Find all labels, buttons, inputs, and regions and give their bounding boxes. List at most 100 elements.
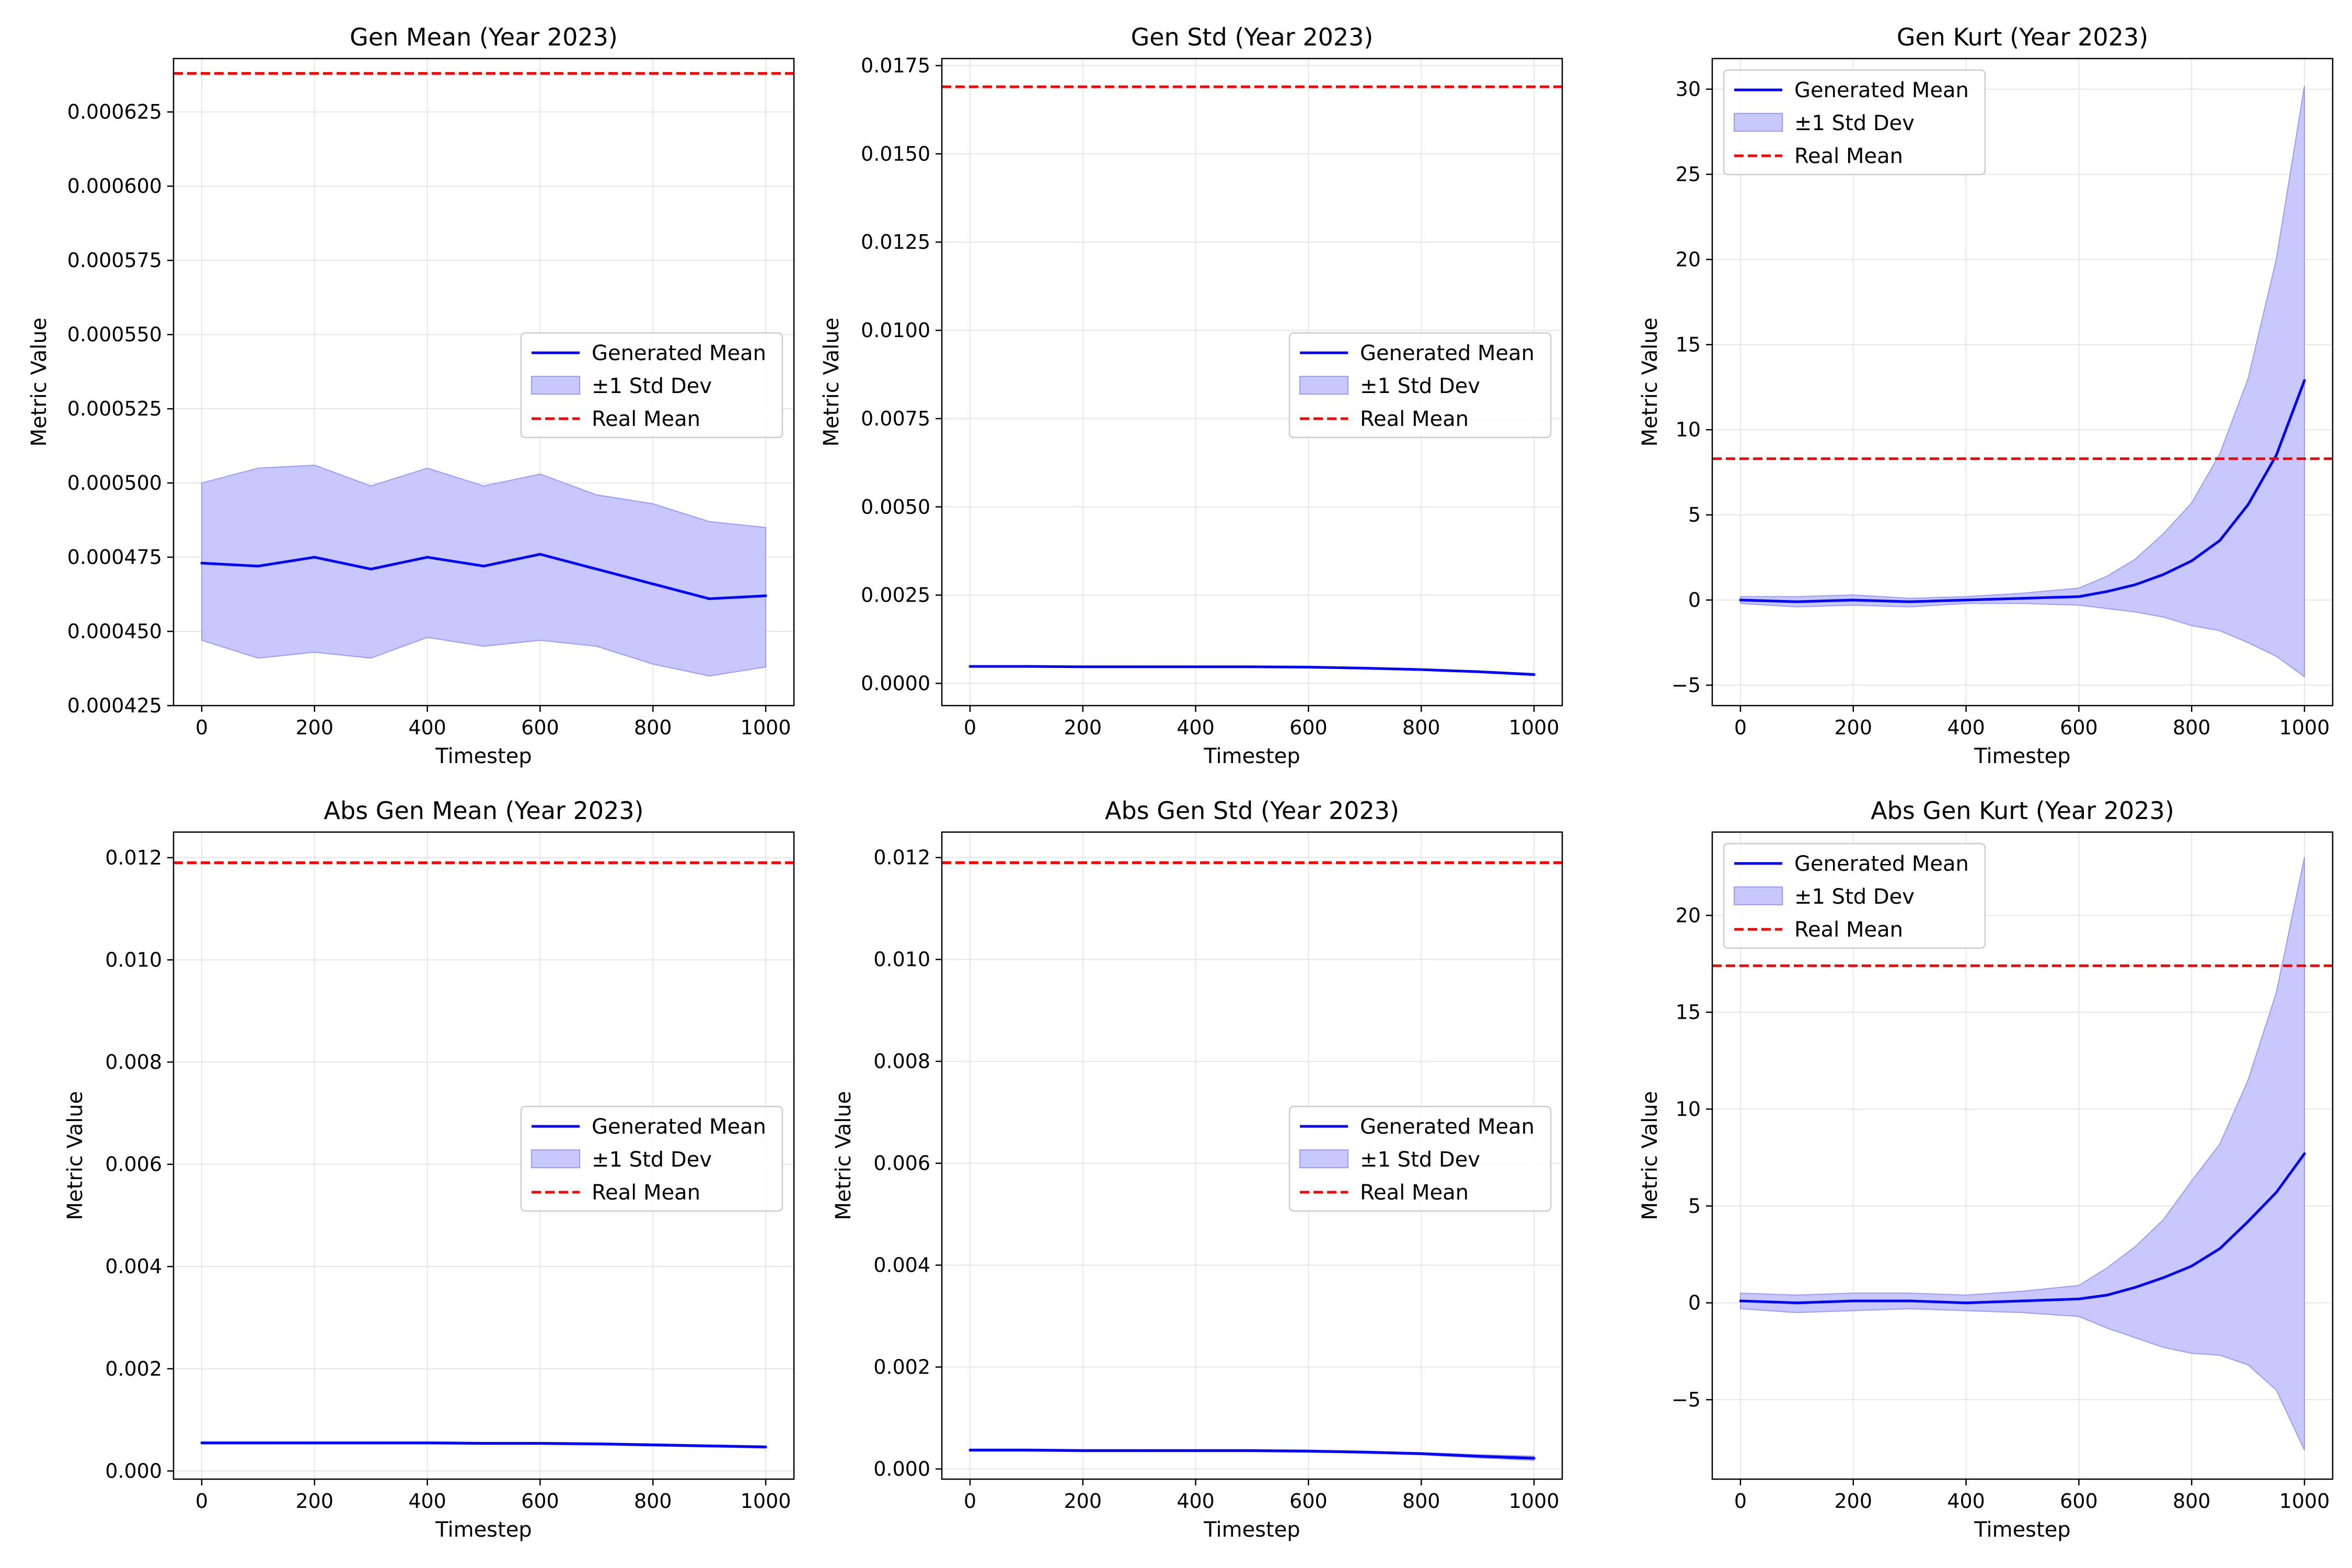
legend: Generated Mean ±1 Std Dev Real Mean	[1723, 69, 1986, 176]
legend-entry: Real Mean	[1360, 1181, 1469, 1205]
y-tick-label: 0.000450	[67, 620, 162, 643]
generated-mean-point	[2246, 503, 2250, 506]
generated-mean-point	[1532, 673, 1536, 676]
generated-mean-point	[313, 1442, 316, 1445]
generated-mean-point	[538, 552, 541, 556]
generated-mean-point	[708, 597, 711, 601]
generated-mean-point	[2218, 539, 2221, 542]
x-tick-label: 0	[195, 1490, 208, 1513]
generated-mean-point	[1476, 1455, 1479, 1458]
chart-title: Abs Gen Kurt (Year 2023)	[1871, 797, 2174, 825]
y-tick-label: 5	[1688, 503, 1701, 526]
legend: Generated Mean ±1 Std Dev Real Mean	[1723, 843, 1986, 949]
generated-mean-point	[257, 1442, 260, 1445]
generated-mean-point	[370, 568, 373, 571]
y-tick-label: 0.0125	[861, 230, 930, 253]
generated-mean-point	[1420, 1452, 1423, 1455]
generated-mean-point	[2275, 1191, 2278, 1194]
x-axis-label: Timestep	[435, 744, 532, 768]
x-tick-label: 400	[1947, 716, 1985, 739]
x-tick-label: 400	[408, 1490, 446, 1513]
subplot-6: 0 200 400 600 800 1000 −5 0 5 10 15 20 Abs Gen Kurt …	[1638, 797, 2334, 1542]
y-tick-label: 0	[1688, 1292, 1701, 1315]
legend: Generated Mean ±1 Std Dev Real Mean	[1288, 1105, 1552, 1212]
generated-mean-point	[2246, 1220, 2250, 1223]
y-tick-label: 15	[1676, 1001, 1701, 1024]
generated-mean-point	[595, 568, 598, 571]
axes-frame	[941, 831, 1563, 1480]
legend-box	[1723, 69, 1986, 176]
chart-title: Abs Gen Mean (Year 2023)	[324, 797, 644, 825]
generated-mean-point	[2105, 590, 2108, 593]
subplot-3: 0 200 400 600 800 1000 −5 0 5 10 15 20 25 30 Gen Kurt …	[1638, 23, 2334, 768]
legend: Generated Mean ±1 Std Dev Real Mean	[520, 1105, 783, 1212]
x-tick-label: 0	[964, 716, 976, 739]
legend-entry: Generated Mean	[1794, 852, 1969, 876]
y-tick-label: 0.000600	[67, 175, 162, 198]
x-tick-label: 600	[2060, 716, 2098, 739]
y-tick-label: 0.0150	[861, 142, 930, 165]
generated-mean-point	[2303, 379, 2306, 382]
y-tick-label: −5	[1671, 674, 1701, 697]
legend-entry: Real Mean	[592, 407, 700, 431]
x-tick-label: 200	[296, 1490, 334, 1513]
generated-mean-point	[764, 594, 767, 597]
y-axis-label: Metric Value	[820, 318, 844, 447]
generated-mean-point	[200, 561, 203, 564]
x-tick-label: 200	[1064, 716, 1102, 739]
x-tick-label: 400	[1947, 1490, 1985, 1513]
chart-title: Abs Gen Std (Year 2023)	[1105, 797, 1399, 825]
x-tick-label: 200	[296, 716, 334, 739]
x-tick-label: 600	[521, 1490, 559, 1513]
x-tick-label: 0	[1734, 716, 1747, 739]
subplot-5: 0 200 400 600 800 1000 0.000 0.002 0.004 0.006 0.0…	[832, 797, 1563, 1542]
chart-title: Gen Kurt (Year 2023)	[1897, 23, 2148, 51]
y-tick-label: 0.002	[873, 1356, 930, 1379]
generated-mean-point	[2105, 1294, 2108, 1297]
y-tick-label: 0.0075	[861, 407, 930, 430]
y-tick-label: 0.0000	[861, 672, 930, 695]
x-tick-label: 1000	[1509, 716, 1560, 739]
legend-entry: ±1 Std Dev	[1360, 374, 1480, 398]
legend-band-swatch	[1299, 376, 1348, 395]
generated-mean-point	[1025, 1448, 1028, 1451]
y-tick-label: 0.000	[873, 1458, 930, 1481]
generated-mean-point	[2021, 1299, 2024, 1302]
x-tick-label: 600	[1289, 1490, 1328, 1513]
x-tick-label: 1000	[2279, 716, 2330, 739]
legend-box	[1288, 332, 1552, 439]
generated-mean-point	[2021, 597, 2024, 600]
generated-mean-point	[1081, 665, 1085, 668]
x-tick-label: 800	[2173, 716, 2211, 739]
generated-mean-point	[651, 582, 654, 585]
y-tick-label: 20	[1676, 248, 1701, 271]
generated-mean-point	[1795, 600, 1798, 603]
y-axis-label: Metric Value	[63, 1091, 87, 1220]
y-tick-label: 0.000575	[67, 249, 162, 272]
legend-entry: Generated Mean	[1360, 1115, 1535, 1139]
x-tick-label: 0	[1734, 1490, 1747, 1513]
generated-mean-point	[2190, 1264, 2193, 1267]
generated-mean-point	[1081, 1449, 1085, 1452]
y-tick-label: 0.004	[873, 1254, 930, 1277]
subplot-2: 0 200 400 600 800 1000 0.0000 0.0025 0.0050 0.007…	[820, 23, 1563, 768]
generated-mean-point	[1194, 665, 1197, 668]
x-axis-label: Timestep	[1974, 744, 2070, 768]
y-tick-label: 0.012	[873, 846, 930, 869]
generated-mean-point	[538, 1442, 541, 1445]
axes-frame	[172, 57, 795, 707]
legend-entry: Real Mean	[1360, 407, 1469, 431]
generated-mean-point	[1251, 665, 1253, 668]
subplot-4: 0 200 400 600 800 1000 0.000 0.002 0.004 0.006 0.0…	[63, 797, 795, 1542]
x-tick-label: 200	[1835, 1490, 1873, 1513]
x-tick-label: 1000	[1509, 1490, 1560, 1513]
y-tick-label: 25	[1676, 163, 1701, 186]
generated-mean-point	[482, 1442, 485, 1445]
y-tick-label: 0.0175	[861, 54, 930, 77]
legend-box	[520, 1105, 783, 1212]
generated-mean-point	[2218, 1247, 2221, 1250]
generated-mean-point	[1965, 1301, 1968, 1305]
x-tick-label: 200	[1835, 716, 1873, 739]
y-tick-label: 0.000500	[67, 471, 162, 494]
